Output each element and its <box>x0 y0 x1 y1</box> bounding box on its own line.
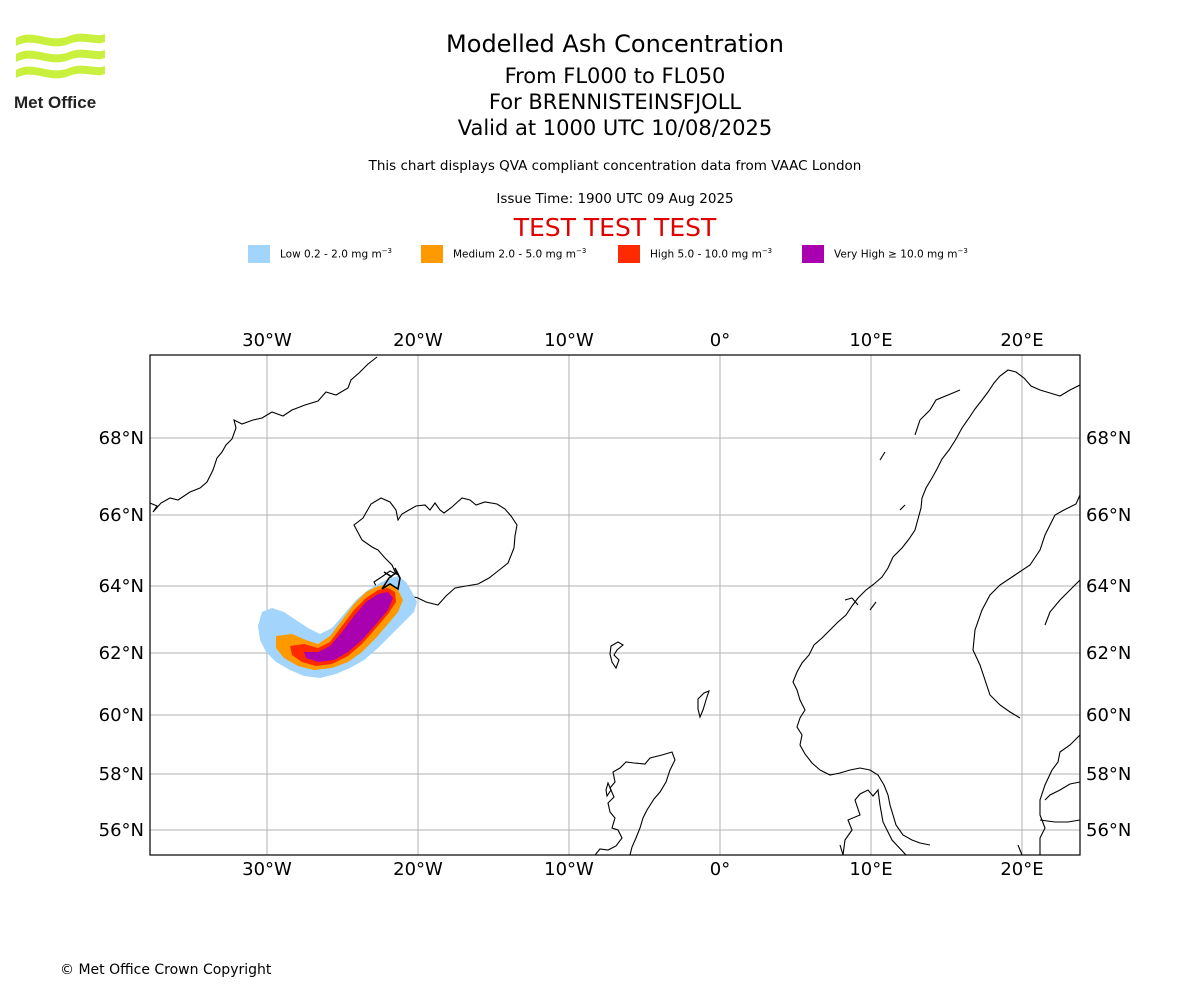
lat-tick-right-66n: 66°N <box>1086 505 1131 526</box>
norway-interior-border <box>972 494 1081 719</box>
top-lon-ticks: 30°W 20°W 10°W 0° 10°E 20°E <box>242 330 1043 351</box>
map-gridlines <box>150 355 1080 855</box>
lat-tick-right-62n: 62°N <box>1086 643 1131 664</box>
volcano-subtitle: For BRENNISTEINSFJOLL <box>488 90 742 114</box>
legend-label-high: High 5.0 - 10.0 mg m−3 <box>650 247 773 261</box>
bottom-lon-ticks: 30°W 20°W 10°W 0° 10°E 20°E <box>242 859 1043 880</box>
valid-time-subtitle: Valid at 1000 UTC 10/08/2025 <box>457 116 773 140</box>
chart-title: Modelled Ash Concentration <box>446 30 784 58</box>
lon-tick-bottom-10e: 10°E <box>849 859 892 880</box>
lon-tick-top-20w: 20°W <box>393 330 443 351</box>
left-lat-ticks: 68°N 66°N 64°N 62°N 60°N 58°N 56°N <box>99 428 144 841</box>
logo-text: Met Office <box>14 93 96 112</box>
lat-tick-left-62n: 62°N <box>99 643 144 664</box>
met-office-waves-icon: Met Office <box>14 33 105 112</box>
lon-tick-bottom-30w: 30°W <box>242 859 292 880</box>
scotland-coast <box>594 751 676 856</box>
lon-tick-top-10e: 10°E <box>849 330 892 351</box>
lon-tick-top-10w: 10°W <box>544 330 594 351</box>
shetland-islands <box>697 690 710 719</box>
lat-tick-right-56n: 56°N <box>1086 820 1131 841</box>
ash-plume <box>258 576 417 678</box>
norway-fjords <box>844 389 961 611</box>
flight-level-subtitle: From FL000 to FL050 <box>504 64 726 88</box>
right-lat-ticks: 68°N 66°N 64°N 62°N 60°N 58°N 56°N <box>1086 428 1131 841</box>
lon-tick-bottom-20w: 20°W <box>393 859 443 880</box>
hebrides <box>605 781 612 798</box>
lat-tick-right-60n: 60°N <box>1086 705 1131 726</box>
skagerrak-coast <box>1017 819 1081 856</box>
lat-tick-right-68n: 68°N <box>1086 428 1131 449</box>
lon-tick-top-30w: 30°W <box>242 330 292 351</box>
faroe-islands <box>609 641 624 670</box>
sweden-east-coast <box>1044 781 1081 801</box>
map-frame <box>149 354 1081 856</box>
met-office-logo: Met Office <box>14 30 109 116</box>
legend-swatch-medium <box>421 245 443 263</box>
legend-label-very-high: Very High ≥ 10.0 mg m−3 <box>834 247 968 261</box>
lon-tick-bottom-0: 0° <box>710 859 730 880</box>
lat-tick-left-56n: 56°N <box>99 820 144 841</box>
lon-tick-bottom-20e: 20°E <box>1000 859 1043 880</box>
plume-very-high <box>304 592 393 662</box>
lat-tick-left-66n: 66°N <box>99 505 144 526</box>
lat-tick-left-64n: 64°N <box>99 576 144 597</box>
chart-description: This chart displays QVA compliant concen… <box>368 158 862 174</box>
volcano-triangle-icon <box>381 570 401 591</box>
iceland-coast <box>353 497 518 606</box>
legend-swatch-low <box>248 245 270 263</box>
legend-label-medium: Medium 2.0 - 5.0 mg m−3 <box>453 247 587 261</box>
copyright-notice: © Met Office Crown Copyright <box>60 962 272 978</box>
volcano-cross-icon <box>383 567 399 578</box>
lat-tick-right-58n: 58°N <box>1086 764 1131 785</box>
greenland-coast <box>149 356 378 513</box>
norway-south-coast <box>819 767 931 846</box>
finland-coast <box>1044 579 1081 626</box>
lat-tick-left-60n: 60°N <box>99 705 144 726</box>
norway-coast <box>792 369 1081 856</box>
lat-tick-right-64n: 64°N <box>1086 576 1131 597</box>
sweden-coast <box>1039 734 1081 855</box>
issue-time: Issue Time: 1900 UTC 09 Aug 2025 <box>496 191 734 207</box>
lon-tick-top-20e: 20°E <box>1000 330 1043 351</box>
lon-tick-top-0: 0° <box>710 330 730 351</box>
legend-swatch-high <box>618 245 640 263</box>
test-banner: TEST TEST TEST <box>513 213 717 242</box>
lat-tick-left-68n: 68°N <box>99 428 144 449</box>
coastlines <box>149 356 1081 856</box>
lon-tick-bottom-10w: 10°W <box>544 859 594 880</box>
legend-label-low: Low 0.2 - 2.0 mg m−3 <box>280 247 393 261</box>
legend-swatch-very-high <box>802 245 824 263</box>
lat-tick-left-58n: 58°N <box>99 764 144 785</box>
volcano-marker <box>381 567 401 591</box>
